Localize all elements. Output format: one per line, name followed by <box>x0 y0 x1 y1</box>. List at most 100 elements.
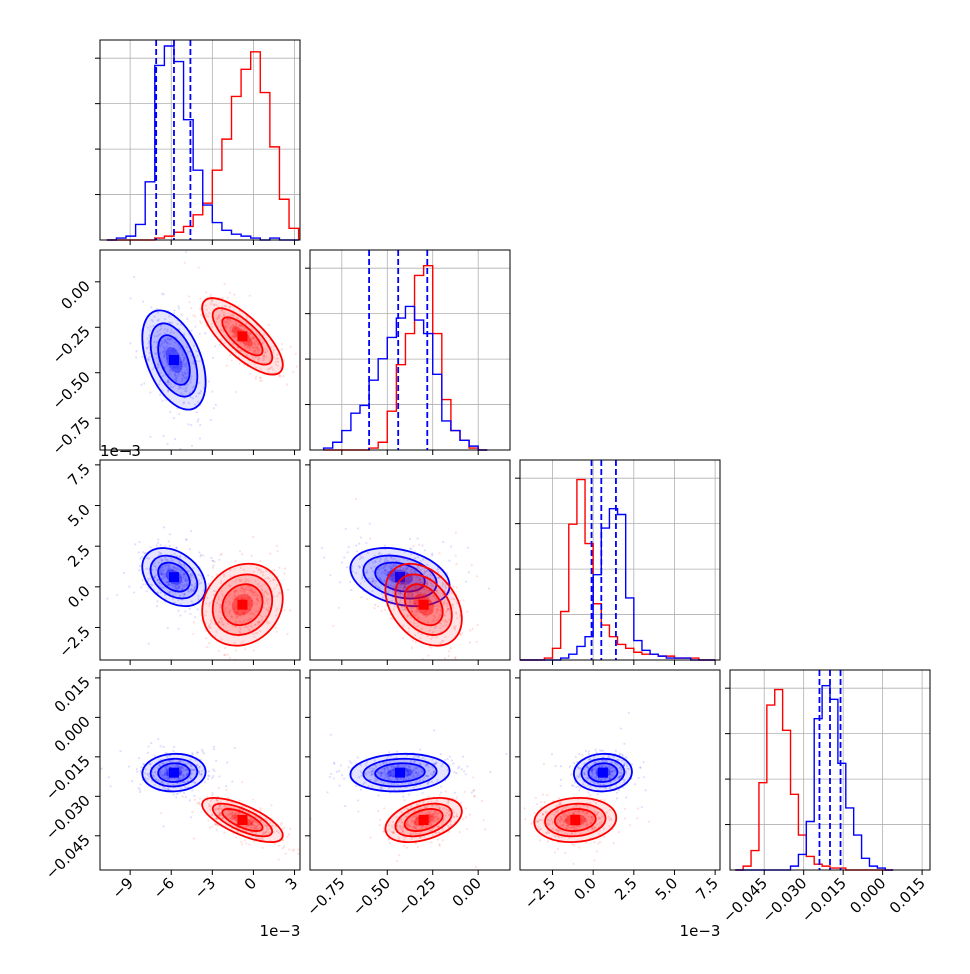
red-point <box>275 627 277 629</box>
blue-point <box>338 785 340 787</box>
red-point <box>289 346 291 348</box>
blue-point <box>193 795 195 797</box>
blue-point <box>211 391 213 393</box>
red-density-peak <box>419 600 429 610</box>
red-point <box>229 657 231 659</box>
red-point <box>401 556 403 558</box>
blue-point <box>213 748 215 750</box>
red-point <box>198 266 200 268</box>
blue-point <box>139 789 141 791</box>
blue-point <box>141 556 143 558</box>
blue-point <box>457 767 459 769</box>
blue-point <box>551 753 553 755</box>
blue-point <box>571 784 573 786</box>
red-point <box>160 812 162 814</box>
red-point <box>379 819 381 821</box>
red-point <box>193 837 195 839</box>
red-point <box>227 797 229 799</box>
red-point <box>244 648 246 650</box>
red-point <box>448 650 450 652</box>
blue-point <box>346 566 348 568</box>
red-point <box>477 624 479 626</box>
red-point <box>610 779 612 781</box>
red-point <box>286 383 288 385</box>
red-point <box>461 632 463 634</box>
red-point <box>235 391 237 393</box>
red-point <box>255 378 257 380</box>
red-point <box>430 841 432 843</box>
red-point <box>218 650 220 652</box>
blue-point <box>575 756 577 758</box>
red-point <box>415 641 417 643</box>
blue-point <box>449 755 451 757</box>
red-point <box>412 545 414 547</box>
red-point <box>211 576 213 578</box>
blue-point <box>177 305 179 307</box>
blue-point <box>204 781 206 783</box>
blue-point <box>236 453 238 455</box>
red-density-peak <box>419 815 429 825</box>
blue-point <box>424 549 426 551</box>
blue-point <box>169 411 171 413</box>
red-point <box>252 798 254 800</box>
red-point <box>359 554 361 556</box>
blue-point <box>346 551 348 553</box>
blue-point <box>213 746 215 748</box>
red-point <box>227 297 229 299</box>
blue-point <box>365 542 367 544</box>
red-point <box>166 785 168 787</box>
blue-point <box>138 551 140 553</box>
red-point <box>289 609 291 611</box>
red-point <box>213 561 215 563</box>
red-point <box>248 844 250 846</box>
blue-point <box>356 550 358 552</box>
red-point <box>188 295 190 297</box>
blue-point <box>357 799 359 801</box>
blue-point <box>219 344 221 346</box>
blue-point <box>194 616 196 618</box>
blue-density-peak <box>169 572 179 582</box>
blue-point <box>134 543 136 545</box>
blue-point <box>357 527 359 529</box>
blue-point <box>175 547 177 549</box>
blue-point <box>616 797 618 799</box>
red-point <box>226 365 228 367</box>
blue-point <box>106 598 108 600</box>
red-point <box>402 637 404 639</box>
red-point <box>224 283 226 285</box>
blue-point <box>138 757 140 759</box>
red-point <box>278 845 280 847</box>
blue-point <box>197 608 199 610</box>
blue-point <box>145 583 147 585</box>
red-point <box>297 853 299 855</box>
scatter-panel-p3-vs-p1 <box>95 460 331 683</box>
blue-point <box>453 771 455 773</box>
red-point <box>637 807 639 809</box>
red-point <box>238 800 240 802</box>
red-point <box>393 565 395 567</box>
blue-point <box>160 544 162 546</box>
blue-point <box>465 581 467 583</box>
blue-point <box>133 276 135 278</box>
red-point <box>379 824 381 826</box>
red-point <box>458 831 460 833</box>
blue-point <box>136 770 138 772</box>
red-point <box>200 322 202 324</box>
blue-point <box>560 779 562 781</box>
blue-point <box>140 586 142 588</box>
blue-point <box>139 557 141 559</box>
blue-point <box>178 307 180 309</box>
blue-point <box>156 605 158 607</box>
blue-point <box>588 750 590 752</box>
blue-point <box>175 796 177 798</box>
blue-point <box>339 581 341 583</box>
red-point <box>184 262 186 264</box>
red-point <box>301 358 303 360</box>
blue-point <box>343 556 345 558</box>
blue-point <box>450 545 452 547</box>
blue-point <box>140 766 142 768</box>
blue-point <box>199 424 201 426</box>
red-point <box>296 365 298 367</box>
blue-point <box>560 765 562 767</box>
